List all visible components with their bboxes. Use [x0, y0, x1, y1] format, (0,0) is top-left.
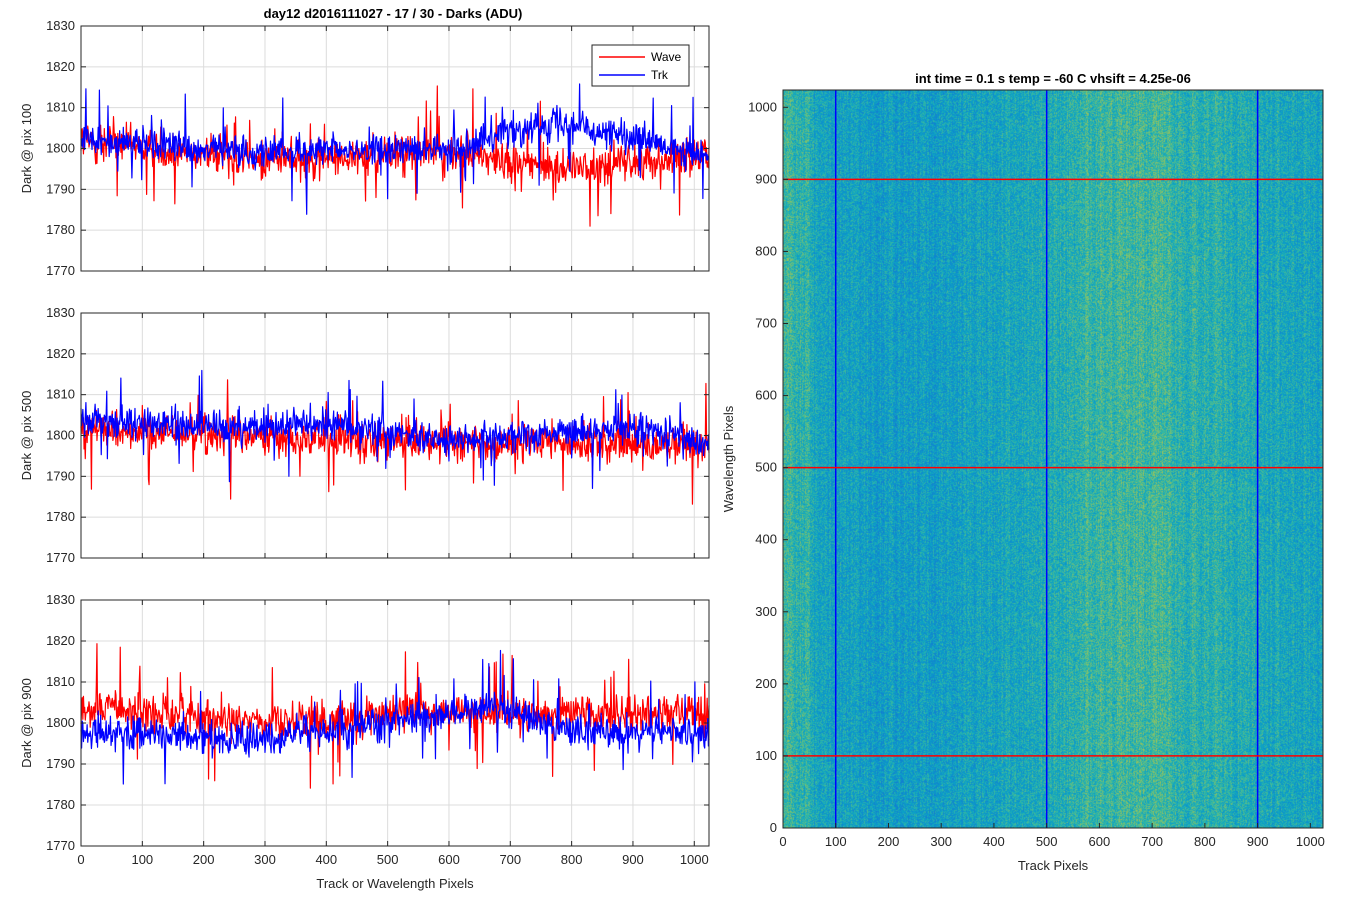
ytick-label-1800: 1800	[46, 428, 75, 443]
heatmap-markers	[783, 90, 1323, 828]
heat-xtick-label-800: 800	[1194, 834, 1216, 849]
ytick-label-1800: 1800	[46, 715, 75, 730]
heatmap-xlabel: Track Pixels	[1018, 858, 1089, 873]
series-wave-line	[80, 643, 710, 789]
heatmap-panel: int time = 0.1 s temp = -60 C vhsift = 4…	[721, 71, 1325, 873]
heat-ytick-label-800: 800	[755, 243, 777, 258]
heat-ytick-label-900: 900	[755, 171, 777, 186]
ytick-label-1820: 1820	[46, 633, 75, 648]
heat-xtick-label-500: 500	[1036, 834, 1058, 849]
ytick-label-1780: 1780	[46, 222, 75, 237]
ytick-label-1770: 1770	[46, 838, 75, 853]
heat-xtick-label-0: 0	[779, 834, 786, 849]
heat-xtick-label-100: 100	[825, 834, 847, 849]
heat-xtick-label-400: 400	[983, 834, 1005, 849]
xtick-label-300: 300	[254, 852, 276, 867]
ytick-label-1820: 1820	[46, 346, 75, 361]
xtick-label-0: 0	[77, 852, 84, 867]
ytick-label-1790: 1790	[46, 181, 75, 196]
legend-wave-label: Wave	[651, 50, 682, 64]
xtick-label-600: 600	[438, 852, 460, 867]
ytick-label-1830: 1830	[46, 305, 75, 320]
series-group-1	[80, 83, 710, 227]
ytick-label-1810: 1810	[46, 387, 75, 402]
legend: Wave Trk	[591, 44, 690, 87]
ytick-label-1820: 1820	[46, 59, 75, 74]
ytick-label-1770: 1770	[46, 550, 75, 565]
ylabel-1: Dark @ pix 100	[19, 104, 34, 194]
ticks-3: 0 100 200 300 400 500 600 700 800 900 1000 1770 1780…	[46, 592, 709, 867]
heat-ytick-label-200: 200	[755, 676, 777, 691]
heat-xtick-label-1000: 1000	[1296, 834, 1325, 849]
ylabel-2: Dark @ pix 500	[19, 391, 34, 481]
series-trk-line	[80, 649, 710, 785]
ticks-2: 1770 1780 1790 1800 1810 1820 1830	[46, 305, 709, 565]
heat-ytick-label-500: 500	[755, 460, 777, 475]
heat-ytick-label-1000: 1000	[748, 99, 777, 114]
heat-xtick-label-600: 600	[1089, 834, 1111, 849]
ytick-label-1780: 1780	[46, 797, 75, 812]
xtick-label-200: 200	[193, 852, 215, 867]
xtick-label-900: 900	[622, 852, 644, 867]
xtick-label-500: 500	[377, 852, 399, 867]
heatmap-ylabel: Wavelength Pixels	[721, 405, 736, 512]
heat-ytick-label-300: 300	[755, 604, 777, 619]
heat-xtick-label-700: 700	[1141, 834, 1163, 849]
series-wave-line	[80, 379, 710, 505]
series-group-2	[80, 369, 710, 505]
xtick-label-400: 400	[315, 852, 337, 867]
heatmap-title: int time = 0.1 s temp = -60 C vhsift = 4…	[915, 71, 1191, 86]
ytick-label-1810: 1810	[46, 674, 75, 689]
heatmap-image	[783, 90, 1323, 828]
series-trk-line	[80, 83, 710, 215]
heat-ytick-label-700: 700	[755, 316, 777, 331]
heatmap-ticks: 0 100 200 300 400 500 600 700 800 900 1000 0 100 200 3…	[748, 99, 1325, 849]
series-trk-line	[80, 369, 710, 490]
legend-trk-label: Trk	[651, 68, 669, 82]
line-panel-3: 0 100 200 300 400 500 600 700 800 900 1000 1770 1780…	[19, 592, 710, 891]
xtick-label-800: 800	[561, 852, 583, 867]
ytick-label-1830: 1830	[46, 18, 75, 33]
ytick-label-1770: 1770	[46, 263, 75, 278]
heat-ytick-label-600: 600	[755, 388, 777, 403]
ytick-label-1790: 1790	[46, 468, 75, 483]
heat-ytick-label-100: 100	[755, 748, 777, 763]
xtick-label-700: 700	[499, 852, 521, 867]
ytick-label-1800: 1800	[46, 141, 75, 156]
xtick-label-1000: 1000	[680, 852, 709, 867]
heat-xtick-label-900: 900	[1247, 834, 1269, 849]
heat-ytick-label-0: 0	[770, 820, 777, 835]
xlabel-3: Track or Wavelength Pixels	[316, 876, 474, 891]
ytick-label-1830: 1830	[46, 592, 75, 607]
heat-ytick-label-400: 400	[755, 532, 777, 547]
ytick-label-1780: 1780	[46, 509, 75, 524]
ytick-label-1790: 1790	[46, 756, 75, 771]
line-panel-2: 1770 1780 1790 1800 1810 1820 1830 Dark @ pix …	[19, 305, 710, 565]
xtick-label-100: 100	[131, 852, 153, 867]
figure-title: day12 d2016111027 - 17 / 30 - Darks (ADU…	[264, 6, 523, 21]
heat-xtick-label-200: 200	[878, 834, 900, 849]
ticks-1: 1770 1780 1790 1800 1810 1820 1830	[46, 18, 709, 278]
line-panel-1: 1770 1780 1790 1800 1810 1820 1830 Dark @ pix …	[19, 18, 710, 278]
heatmap-axes-box	[782, 89, 1324, 829]
legend-box	[591, 44, 690, 87]
ylabel-3: Dark @ pix 900	[19, 678, 34, 768]
series-group-3	[80, 643, 710, 789]
heat-xtick-label-300: 300	[930, 834, 952, 849]
ytick-label-1810: 1810	[46, 100, 75, 115]
series-wave-line	[80, 85, 710, 227]
